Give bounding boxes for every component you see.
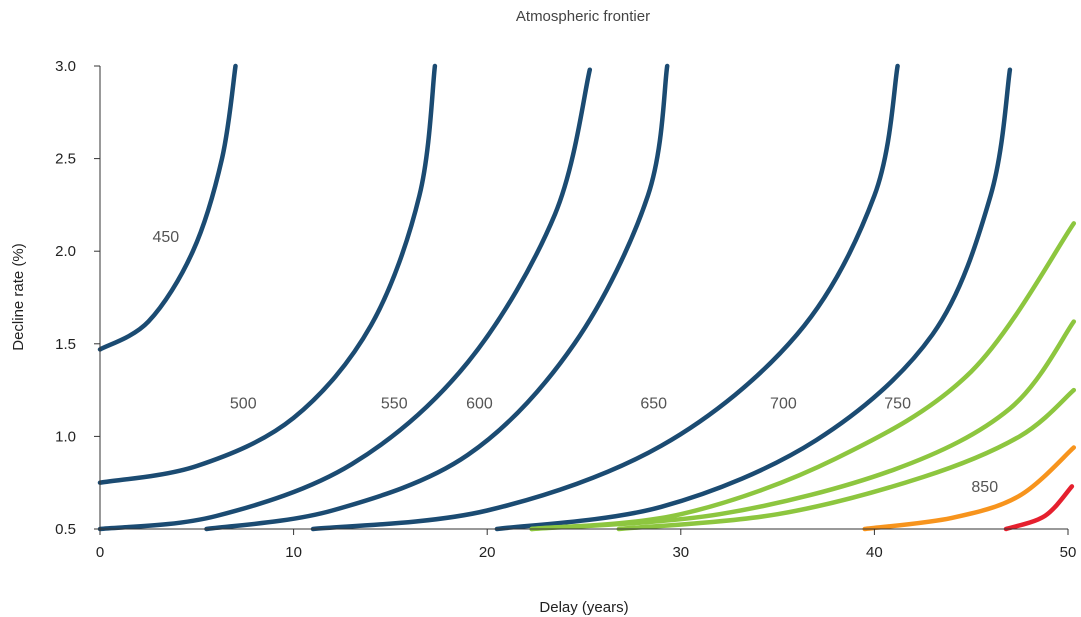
chart-title: Atmospheric frontier bbox=[516, 8, 650, 25]
x-tick-label: 0 bbox=[96, 544, 104, 561]
curve-label-450: 450 bbox=[152, 229, 179, 246]
x-ticks: 0 10 20 30 40 50 bbox=[96, 529, 1077, 561]
x-tick-label: 10 bbox=[285, 544, 302, 561]
curve-label-700: 700 bbox=[770, 396, 797, 413]
curve-label-750: 750 bbox=[884, 396, 911, 413]
curve-550 bbox=[97, 67, 593, 532]
axes bbox=[99, 66, 1068, 530]
y-tick-label: 2.0 bbox=[55, 243, 76, 260]
x-tick-label: 50 bbox=[1060, 544, 1077, 561]
curve-650 bbox=[310, 63, 900, 532]
curve-label-850: 850 bbox=[971, 479, 998, 496]
x-axis-title: Delay (years) bbox=[539, 599, 628, 616]
curve-unlabeled-8 bbox=[616, 387, 1077, 532]
y-axis-title: Decline rate (%) bbox=[10, 243, 27, 351]
curve-label-600: 600 bbox=[466, 396, 493, 413]
x-tick-label: 40 bbox=[866, 544, 883, 561]
curve-labels: 450 500 550 600 650 700 750 850 bbox=[152, 229, 998, 496]
y-tick-label: 0.5 bbox=[55, 521, 76, 538]
y-tick-label: 2.5 bbox=[55, 151, 76, 168]
curve-label-550: 550 bbox=[381, 396, 408, 413]
y-tick-label: 1.5 bbox=[55, 336, 76, 353]
curve-450 bbox=[97, 63, 238, 352]
curve-600 bbox=[204, 63, 670, 532]
x-tick-label: 20 bbox=[479, 544, 496, 561]
y-ticks: 0.5 1.0 1.5 2.0 2.5 3.0 bbox=[55, 58, 100, 538]
x-tick-label: 30 bbox=[672, 544, 689, 561]
curve-500 bbox=[97, 63, 438, 485]
curves bbox=[97, 63, 1077, 532]
curve-700 bbox=[494, 67, 1013, 532]
curve-label-500: 500 bbox=[230, 396, 257, 413]
curve-unlabeled-10 bbox=[1003, 484, 1075, 532]
curve-label-650: 650 bbox=[640, 396, 667, 413]
curve-850 bbox=[862, 445, 1077, 532]
y-tick-label: 1.0 bbox=[55, 428, 76, 445]
y-tick-label: 3.0 bbox=[55, 58, 76, 75]
curve-unlabeled-7 bbox=[529, 319, 1077, 532]
